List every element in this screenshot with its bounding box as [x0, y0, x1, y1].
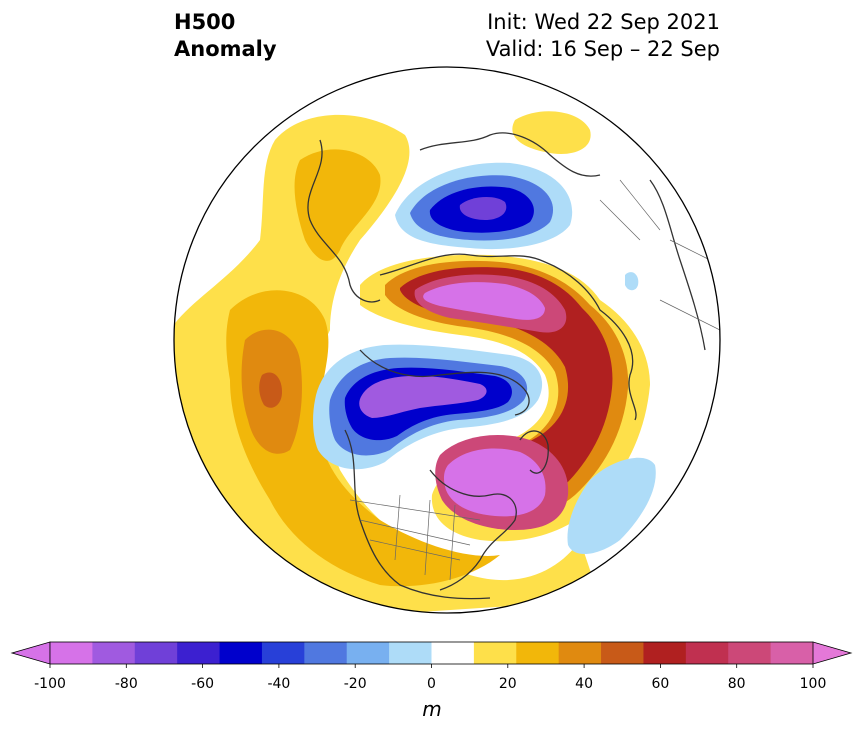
colorbar-bin [389, 642, 432, 664]
colorbar-tick-label: -20 [343, 676, 367, 692]
positive-anomaly-arctic-max [423, 282, 545, 320]
positive-anomaly-canada-core [443, 448, 546, 517]
colorbar-tick-label: -80 [114, 676, 138, 692]
colorbar [10, 641, 853, 668]
positive-anomaly-arctic-north [512, 111, 591, 154]
polar-anomaly-map [173, 66, 721, 614]
negative-anomaly-europe [625, 272, 639, 291]
colorbar-bin [92, 642, 136, 664]
borders [349, 179, 720, 581]
colorbar-bin [558, 642, 602, 664]
colorbar-tick-label: 20 [498, 676, 517, 692]
map-timing: Init: Wed 22 Sep 2021 Valid: 16 Sep – 22… [486, 9, 720, 63]
colorbar-tick-label: 40 [575, 676, 594, 692]
title-variable: H500 [174, 10, 236, 34]
colorbar-bin [601, 642, 644, 664]
colorbar-bin [516, 642, 560, 664]
colorbar-extend-high [812, 641, 853, 665]
colorbar-bin [685, 642, 729, 664]
colorbar-bin [473, 642, 517, 664]
title-type: Anomaly [174, 37, 277, 61]
colorbar-unit-label: m [422, 697, 442, 721]
colorbar-bin [177, 642, 221, 664]
colorbar-bin [219, 642, 263, 664]
colorbar-tick-label: 100 [799, 676, 827, 692]
colorbar-tick-label: -60 [191, 676, 215, 692]
map-boundary [173, 66, 721, 614]
valid-period: Valid: 16 Sep – 22 Sep [485, 37, 720, 61]
colorbar-bin [728, 642, 772, 664]
colorbar-bin [431, 642, 475, 664]
colorbar-tick-label: 80 [727, 676, 746, 692]
init-time: Init: Wed 22 Sep 2021 [487, 10, 720, 34]
colorbar-bin [261, 642, 305, 664]
colorbar-bin [643, 642, 687, 664]
colorbar-tick-label: 0 [427, 676, 436, 692]
negative-anomaly-canada-max [359, 375, 487, 418]
colorbar-bin [304, 642, 348, 664]
positive-anomaly-pacific-max [259, 372, 282, 408]
colorbar-bin [770, 642, 814, 664]
anomaly-field [174, 67, 720, 613]
negative-anomaly-atlantic [567, 457, 656, 555]
colorbar-bin [50, 642, 93, 664]
colorbar-bin [346, 642, 390, 664]
coastlines [307, 132, 706, 600]
map-title: H500 Anomaly [174, 9, 277, 63]
colorbar-tick-label: -40 [267, 676, 291, 692]
negative-anomaly-siberia-max [459, 196, 507, 220]
colorbar-extend-low [10, 641, 51, 665]
colorbar-bin [134, 642, 178, 664]
colorbar-tick-label: -100 [34, 676, 66, 692]
colorbar-tick-label: 60 [651, 676, 670, 692]
